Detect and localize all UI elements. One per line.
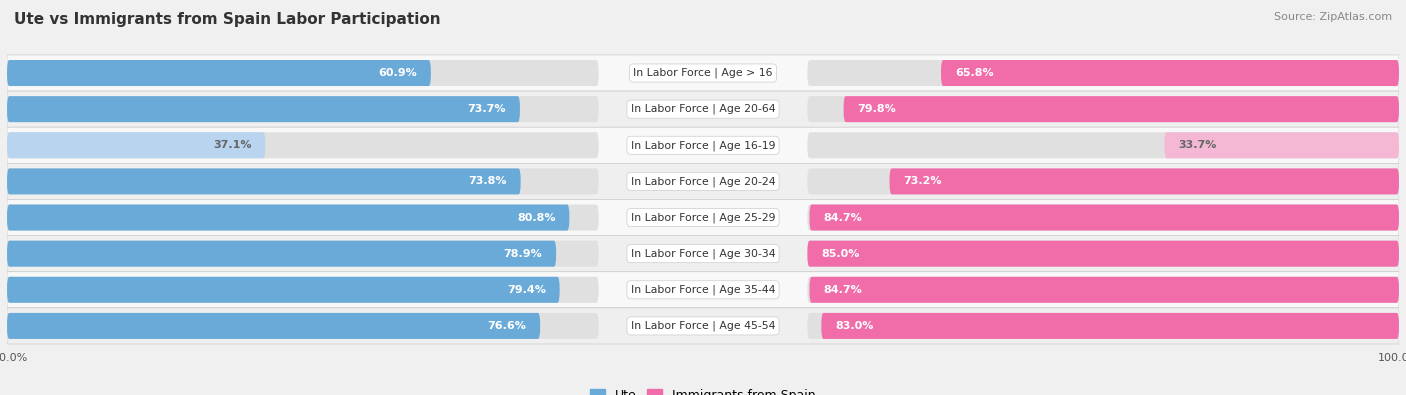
Text: In Labor Force | Age 20-24: In Labor Force | Age 20-24 — [631, 176, 775, 187]
FancyBboxPatch shape — [7, 277, 599, 303]
FancyBboxPatch shape — [7, 235, 1399, 272]
FancyBboxPatch shape — [7, 205, 599, 231]
FancyBboxPatch shape — [807, 168, 1399, 194]
Legend: Ute, Immigrants from Spain: Ute, Immigrants from Spain — [585, 384, 821, 395]
FancyBboxPatch shape — [7, 127, 1399, 164]
Text: 79.4%: 79.4% — [506, 285, 546, 295]
FancyBboxPatch shape — [7, 55, 1399, 91]
FancyBboxPatch shape — [7, 96, 599, 122]
FancyBboxPatch shape — [7, 168, 520, 194]
Text: 33.7%: 33.7% — [1178, 140, 1216, 150]
FancyBboxPatch shape — [7, 313, 540, 339]
FancyBboxPatch shape — [7, 199, 1399, 235]
Text: In Labor Force | Age > 16: In Labor Force | Age > 16 — [633, 68, 773, 78]
Text: Source: ZipAtlas.com: Source: ZipAtlas.com — [1274, 12, 1392, 22]
Text: 76.6%: 76.6% — [488, 321, 526, 331]
FancyBboxPatch shape — [7, 272, 1399, 308]
Text: 60.9%: 60.9% — [378, 68, 418, 78]
FancyBboxPatch shape — [7, 132, 599, 158]
FancyBboxPatch shape — [7, 241, 599, 267]
FancyBboxPatch shape — [7, 96, 520, 122]
FancyBboxPatch shape — [807, 132, 1399, 158]
FancyBboxPatch shape — [821, 313, 1399, 339]
FancyBboxPatch shape — [807, 241, 1399, 267]
Text: 84.7%: 84.7% — [824, 213, 862, 222]
FancyBboxPatch shape — [807, 205, 1399, 231]
Text: In Labor Force | Age 30-34: In Labor Force | Age 30-34 — [631, 248, 775, 259]
FancyBboxPatch shape — [810, 277, 1399, 303]
Text: In Labor Force | Age 25-29: In Labor Force | Age 25-29 — [631, 212, 775, 223]
Text: 73.8%: 73.8% — [468, 177, 506, 186]
Text: 65.8%: 65.8% — [955, 68, 994, 78]
FancyBboxPatch shape — [7, 205, 569, 231]
Text: 79.8%: 79.8% — [858, 104, 896, 114]
FancyBboxPatch shape — [844, 96, 1399, 122]
Text: 73.2%: 73.2% — [904, 177, 942, 186]
FancyBboxPatch shape — [7, 313, 599, 339]
FancyBboxPatch shape — [7, 60, 430, 86]
FancyBboxPatch shape — [807, 313, 1399, 339]
FancyBboxPatch shape — [1164, 132, 1399, 158]
Text: 80.8%: 80.8% — [517, 213, 555, 222]
Text: In Labor Force | Age 45-54: In Labor Force | Age 45-54 — [631, 321, 775, 331]
FancyBboxPatch shape — [807, 241, 1399, 267]
Text: 73.7%: 73.7% — [468, 104, 506, 114]
Text: 37.1%: 37.1% — [212, 140, 252, 150]
FancyBboxPatch shape — [807, 60, 1399, 86]
Text: In Labor Force | Age 16-19: In Labor Force | Age 16-19 — [631, 140, 775, 150]
FancyBboxPatch shape — [7, 241, 557, 267]
FancyBboxPatch shape — [807, 277, 1399, 303]
Text: 83.0%: 83.0% — [835, 321, 873, 331]
Text: Ute vs Immigrants from Spain Labor Participation: Ute vs Immigrants from Spain Labor Parti… — [14, 12, 440, 27]
Text: In Labor Force | Age 35-44: In Labor Force | Age 35-44 — [631, 284, 775, 295]
Text: 85.0%: 85.0% — [821, 249, 859, 259]
Text: 78.9%: 78.9% — [503, 249, 543, 259]
FancyBboxPatch shape — [7, 60, 599, 86]
FancyBboxPatch shape — [7, 132, 266, 158]
FancyBboxPatch shape — [890, 168, 1399, 194]
FancyBboxPatch shape — [810, 205, 1399, 231]
FancyBboxPatch shape — [7, 308, 1399, 344]
FancyBboxPatch shape — [807, 96, 1399, 122]
FancyBboxPatch shape — [7, 168, 599, 194]
FancyBboxPatch shape — [7, 164, 1399, 199]
Text: In Labor Force | Age 20-64: In Labor Force | Age 20-64 — [631, 104, 775, 115]
FancyBboxPatch shape — [7, 277, 560, 303]
FancyBboxPatch shape — [7, 91, 1399, 127]
Text: 84.7%: 84.7% — [824, 285, 862, 295]
FancyBboxPatch shape — [941, 60, 1399, 86]
